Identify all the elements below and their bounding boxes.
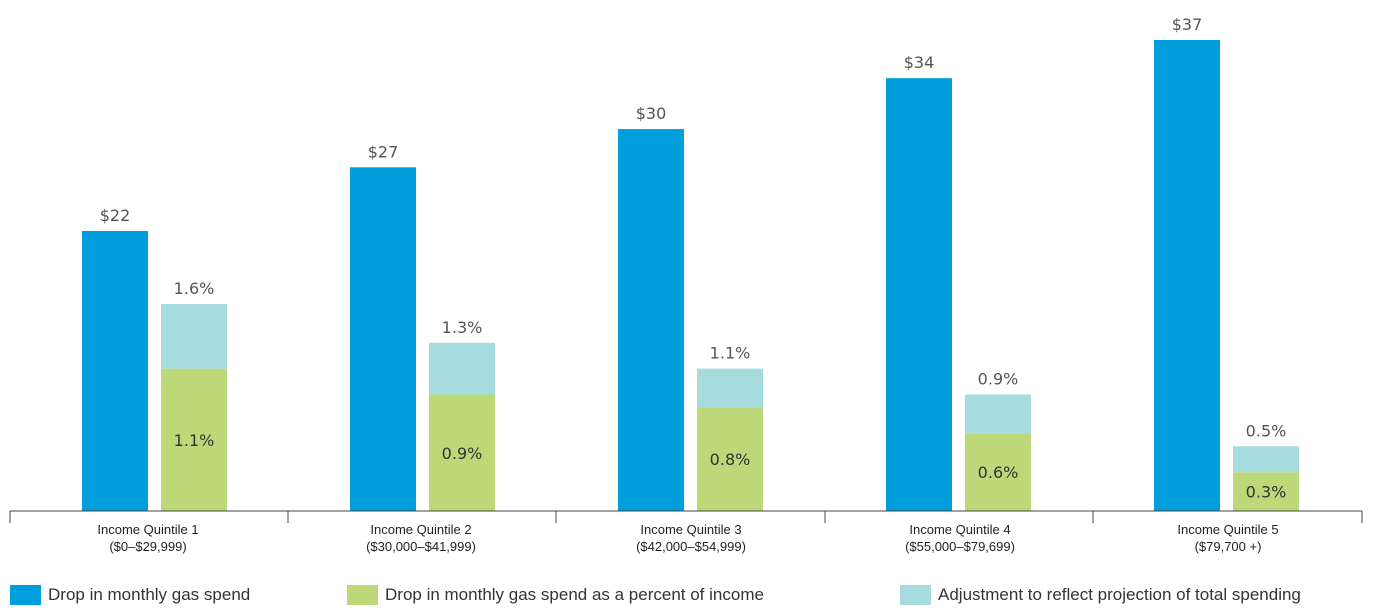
gas-spend-value-label: $22 [100, 206, 131, 225]
legend-swatch-gas-spend [10, 585, 41, 605]
legend-item-percent-income: Drop in monthly gas spend as a percent o… [347, 585, 764, 605]
gas-spend-bar [1154, 39, 1220, 512]
percent-income-value-label: 0.6% [978, 463, 1019, 482]
adjustment-bar [161, 303, 227, 369]
percent-income-bar [965, 433, 1031, 511]
gas-spend-value-label: $27 [368, 142, 399, 161]
category-range-label: ($42,000–$54,999) [636, 539, 746, 554]
category-label: Income Quintile 2 [370, 522, 471, 537]
gas-spend-value-label: $34 [904, 53, 935, 72]
total-percent-value-label: 1.6% [174, 279, 215, 298]
adjustment-bar [697, 368, 763, 408]
gas-spend-value-label: $37 [1172, 15, 1203, 34]
category-range-label: ($55,000–$79,699) [905, 539, 1015, 554]
percent-income-bar [697, 407, 763, 511]
category-range-label: ($0–$29,999) [109, 539, 186, 554]
percent-income-bar [1233, 472, 1299, 511]
gas-spend-bar [886, 78, 952, 512]
percent-income-value-label: 0.3% [1246, 483, 1287, 502]
category-label: Income Quintile 3 [640, 522, 741, 537]
category-label: Income Quintile 5 [1177, 522, 1278, 537]
legend-item-gas-spend: Drop in monthly gas spend [10, 585, 250, 605]
adjustment-bar [429, 342, 495, 395]
adjustment-bar [1233, 446, 1299, 473]
category-range-label: ($30,000–$41,999) [366, 539, 476, 554]
legend: Drop in monthly gas spend Drop in monthl… [0, 585, 1373, 607]
gas-spend-bar [350, 167, 416, 512]
legend-swatch-percent-income [347, 585, 378, 605]
gas-spend-bar [82, 230, 148, 511]
adjustment-bar [965, 394, 1031, 434]
percent-income-bar [429, 394, 495, 511]
category-label: Income Quintile 1 [97, 522, 198, 537]
bar-chart: $22 1.1% 1.6% Income Quintile 1 ($0–$29,999)… [9, 15, 1363, 554]
percent-income-value-label: 1.1% [174, 431, 215, 450]
legend-label-gas-spend: Drop in monthly gas spend [48, 585, 251, 604]
percent-income-value-label: 0.8% [710, 450, 751, 469]
gas-spend-value-label: $30 [636, 104, 667, 123]
legend-item-adjustment: Adjustment to reflect projection of tota… [900, 585, 1301, 605]
percent-income-value-label: 0.9% [442, 444, 483, 463]
total-percent-value-label: 1.3% [442, 318, 483, 337]
total-percent-value-label: 1.1% [710, 344, 751, 363]
category-label: Income Quintile 4 [909, 522, 1010, 537]
legend-label-percent-income: Drop in monthly gas spend as a percent o… [385, 585, 764, 604]
percent-income-bar [161, 368, 227, 511]
category-range-label: ($79,700 +) [1195, 539, 1262, 554]
legend-label-adjustment: Adjustment to reflect projection of tota… [938, 585, 1301, 604]
legend-swatch-adjustment [900, 585, 931, 605]
total-percent-value-label: 0.5% [1246, 421, 1287, 440]
gas-spend-bar [618, 129, 684, 511]
total-percent-value-label: 0.9% [978, 370, 1019, 389]
